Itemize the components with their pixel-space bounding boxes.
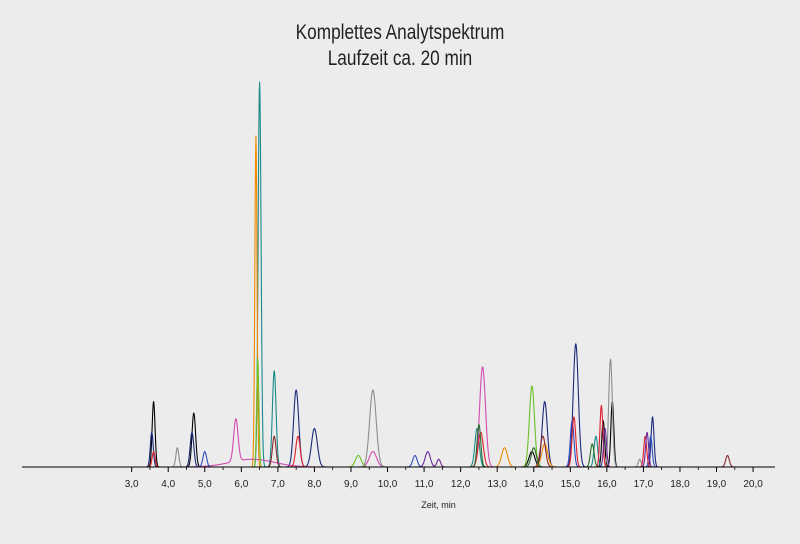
x-tick-label: 17,0 [634, 479, 654, 490]
series-line [127, 81, 768, 468]
chart-title: Komplettes Analytspektrum [295, 21, 505, 44]
chart-subtitle: Laufzeit ca. 20 min [327, 47, 473, 70]
x-tick-label: 6,0 [234, 479, 248, 490]
x-axis-label: Zeit, min [421, 500, 456, 510]
chart-title-block: Komplettes Analytspektrum Laufzeit ca. 2… [0, 20, 800, 72]
x-tick-label: 19,0 [707, 479, 727, 490]
x-tick-label: 10,0 [378, 479, 398, 490]
series-line [127, 404, 768, 468]
x-axis-ticks: 3,0 4,0 5,0 6,0 7,0 8,0 9,0 10,0 11,0 12,0 13,0 14,… [125, 467, 763, 490]
x-tick-label: 5,0 [198, 479, 212, 490]
x-tick-label: 4,0 [161, 479, 175, 490]
x-tick-label: 18,0 [670, 479, 690, 490]
series-line [127, 343, 768, 468]
x-tick-label: 13,0 [487, 479, 507, 490]
series-line [127, 135, 768, 468]
series-line [127, 366, 768, 468]
x-tick-label: 9,0 [344, 479, 358, 490]
x-tick-label: 14,0 [524, 479, 544, 490]
x-tick-label: 12,0 [451, 479, 471, 490]
series-line [127, 358, 768, 468]
series-line [127, 420, 768, 468]
series-line [127, 358, 768, 468]
series-layer [127, 81, 768, 468]
x-tick-label: 8,0 [307, 479, 321, 490]
series-line [127, 401, 768, 468]
x-tick-label: 7,0 [271, 479, 285, 490]
x-tick-label: 20,0 [743, 479, 763, 490]
x-tick-label: 16,0 [597, 479, 617, 490]
x-tick-label: 15,0 [561, 479, 581, 490]
series-line [127, 435, 768, 468]
series-line [127, 424, 768, 468]
x-tick-label: 3,0 [125, 479, 139, 490]
series-line [127, 427, 768, 468]
x-tick-label: 11,0 [415, 479, 434, 490]
